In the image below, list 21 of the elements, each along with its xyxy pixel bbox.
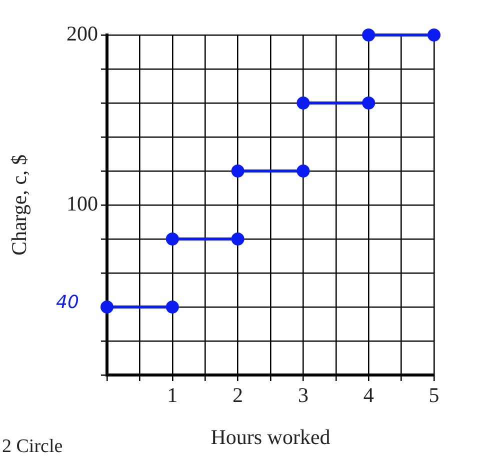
- point: [296, 96, 310, 110]
- point: [428, 28, 440, 42]
- point: [166, 232, 179, 246]
- y-tick-label: 100: [66, 192, 98, 216]
- x-axis-title: Hours worked: [210, 424, 331, 449]
- text: 2 Circle: [2, 436, 63, 457]
- point: [100, 300, 114, 314]
- x-tick-label: 3: [298, 383, 308, 408]
- y-tick-label: 200: [66, 22, 98, 46]
- point: [231, 164, 244, 178]
- point: [166, 300, 179, 314]
- y-axis-title: Charge, c, $: [7, 154, 32, 256]
- x-tick-label: 5: [428, 383, 440, 408]
- point: [362, 96, 376, 110]
- x-tick-label: 4: [363, 383, 374, 408]
- x-tick-label: 2: [232, 383, 244, 408]
- point: [231, 232, 244, 246]
- point: [296, 164, 310, 178]
- text: 40: [56, 292, 79, 313]
- point: [362, 28, 376, 42]
- x-tick-label: 1: [167, 383, 178, 408]
